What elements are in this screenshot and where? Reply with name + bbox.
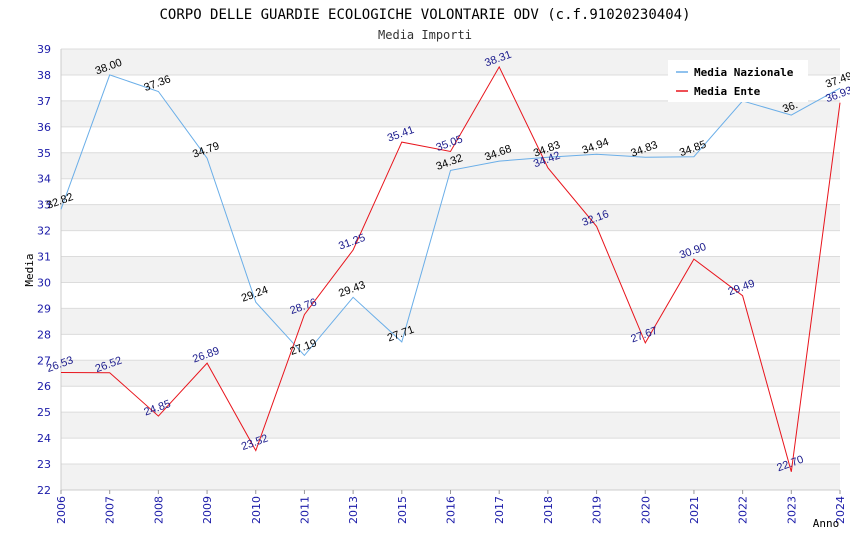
grid-band	[61, 438, 840, 465]
y-tick-label: 36	[37, 121, 51, 134]
x-tick-label: 2013	[347, 496, 360, 524]
x-tick-label: 2008	[152, 496, 165, 524]
x-tick-label: 2017	[493, 496, 506, 524]
x-tick-label: 2022	[737, 496, 750, 524]
grid-bands	[61, 48, 840, 491]
data-label: 36.	[781, 99, 799, 116]
x-tick-label: 2006	[55, 496, 68, 524]
x-tick-label: 2016	[445, 496, 458, 524]
grid-band	[61, 282, 840, 309]
grid-band	[61, 256, 840, 283]
legend-box	[668, 60, 808, 102]
x-tick-label: 2007	[104, 496, 117, 524]
y-tick-label: 32	[37, 225, 51, 238]
y-tick-label: 38	[37, 69, 51, 82]
y-tick-label: 29	[37, 302, 51, 315]
x-tick-label: 2010	[250, 496, 263, 524]
y-tick-label: 26	[37, 380, 51, 393]
y-tick-label: 30	[37, 276, 51, 289]
x-tick-label: 2011	[298, 496, 311, 524]
chart-subtitle: Media Importi	[378, 28, 472, 42]
grid-band	[61, 308, 840, 335]
series-line	[60, 74, 841, 357]
series-line	[60, 65, 841, 472]
y-tick-label: 35	[37, 147, 51, 160]
grid-band	[61, 204, 840, 231]
x-tick-label: 2024	[834, 496, 847, 524]
x-tick-label: 2018	[542, 496, 555, 524]
y-tick-label: 22	[37, 484, 51, 497]
y-tick-label: 24	[37, 432, 51, 445]
y-tick-label: 25	[37, 406, 51, 419]
series-lines	[60, 65, 841, 472]
x-tick-label: 2021	[688, 496, 701, 524]
legend-label: Media Ente	[694, 85, 761, 98]
legend-label: Media Nazionale	[694, 66, 794, 79]
x-axis-label: Anno	[813, 517, 840, 530]
grid-band	[61, 178, 840, 205]
grid-band	[61, 126, 840, 153]
grid-band	[61, 230, 840, 257]
y-tick-label: 28	[37, 328, 51, 341]
x-tick-label: 2023	[785, 496, 798, 524]
x-tick-label: 2009	[201, 496, 214, 524]
y-tick-label: 27	[37, 354, 51, 367]
y-tick-label: 34	[37, 173, 51, 186]
y-tick-label: 23	[37, 458, 51, 471]
y-tick-label: 37	[37, 95, 51, 108]
x-tick-label: 2020	[639, 496, 652, 524]
x-axis-ticks: 2006 2007 2008 2009 2010 2011 2013 2015 2016 2017…	[55, 490, 847, 524]
grid-band	[61, 412, 840, 439]
grid-band	[61, 360, 840, 387]
x-tick-label: 2019	[591, 496, 604, 524]
grid-band	[61, 152, 840, 179]
grid-band	[61, 464, 840, 490]
y-tick-label: 33	[37, 199, 51, 212]
y-axis-ticks: 22 23 24 25 26 27 28 29 30 31 32 33 34 35 36 37 38 39	[37, 43, 51, 497]
grid-band	[61, 334, 840, 361]
grid-band	[61, 100, 840, 127]
y-tick-label: 39	[37, 43, 51, 56]
x-tick-label: 2015	[396, 496, 409, 524]
chart-title: CORPO DELLE GUARDIE ECOLOGICHE VOLONTARI…	[159, 7, 690, 23]
y-axis-label: Media	[23, 253, 36, 286]
legend: Media Nazionale Media Ente	[668, 60, 808, 102]
grid-band	[61, 386, 840, 413]
y-tick-label: 31	[37, 251, 51, 264]
